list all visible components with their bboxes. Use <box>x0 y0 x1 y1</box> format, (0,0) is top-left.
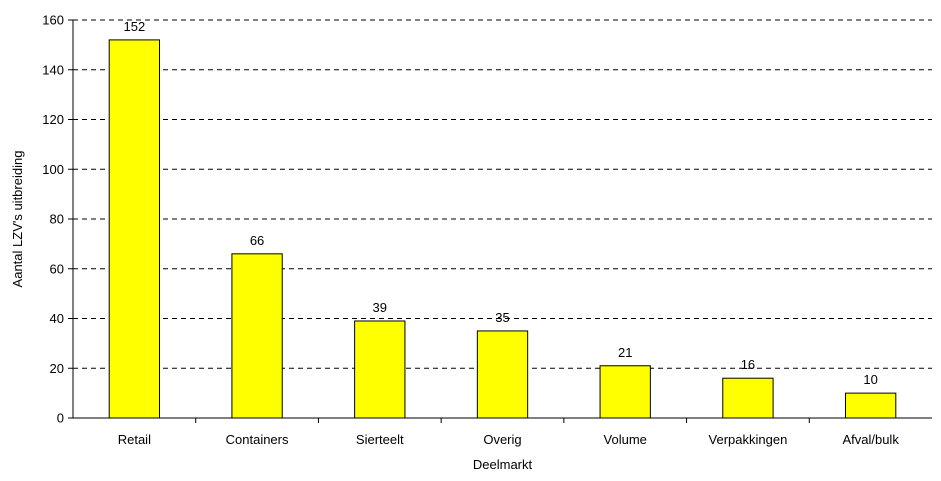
data-label: 21 <box>618 345 632 360</box>
bar-retail <box>108 39 161 419</box>
x-tick-label: Afval/bulk <box>842 432 899 447</box>
y-axis-title: Aantal LZV's uitbreiding <box>10 151 25 288</box>
y-tick-label: 160 <box>42 13 64 28</box>
x-tick-label: Overig <box>483 432 521 447</box>
x-tick-label: Volume <box>604 432 647 447</box>
bar-verpakkingen <box>722 377 774 419</box>
y-tick-label: 0 <box>57 411 64 426</box>
x-tick-label: Retail <box>118 432 151 447</box>
bar-overig <box>476 330 529 419</box>
x-tick-label: Containers <box>226 432 289 447</box>
y-tick-label: 120 <box>42 112 64 127</box>
data-label: 39 <box>373 300 387 315</box>
y-tick-label: 60 <box>50 261 64 276</box>
y-tick-label: 140 <box>42 62 64 77</box>
x-axis-title: Deelmarkt <box>473 457 533 472</box>
bars <box>108 39 897 419</box>
y-tick-label: 40 <box>50 311 64 326</box>
x-tick-label: Verpakkingen <box>709 432 788 447</box>
data-label: 16 <box>741 357 755 372</box>
bar-containers <box>231 253 283 419</box>
data-label: 35 <box>495 310 509 325</box>
y-tick-label: 100 <box>42 162 64 177</box>
x-tick-label: Sierteelt <box>356 432 404 447</box>
data-label: 152 <box>124 19 146 34</box>
data-labels: 152 66 39 35 21 16 10 <box>124 19 878 387</box>
bar-volume <box>599 365 651 419</box>
gridlines <box>73 19 932 369</box>
data-label: 10 <box>863 372 877 387</box>
x-tick-labels: Retail Containers Sierteelt Overig Volume Ver… <box>118 418 899 447</box>
data-label: 66 <box>250 233 264 248</box>
y-tick-label: 80 <box>50 212 64 227</box>
bar-afval-bulk <box>844 392 897 419</box>
y-tick-label: 20 <box>50 361 64 376</box>
y-tick-labels: 0 20 40 60 80 100 120 140 160 <box>42 13 73 426</box>
bar-sierteelt <box>354 320 406 419</box>
